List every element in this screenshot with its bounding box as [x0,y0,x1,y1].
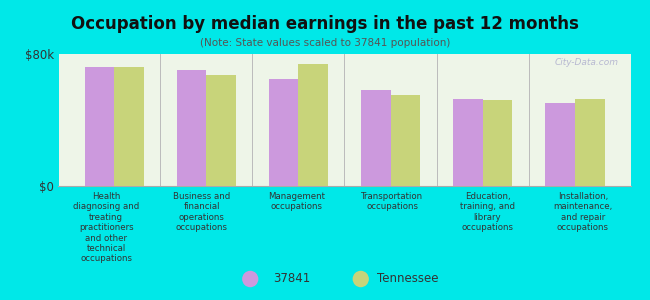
Ellipse shape [242,271,259,287]
Bar [453,98,483,186]
Text: Transportation
occupations: Transportation occupations [361,192,423,212]
Text: (Note: State values scaled to 37841 population): (Note: State values scaled to 37841 popu… [200,38,450,47]
Bar [575,98,604,186]
Text: Education,
training, and
library
occupations: Education, training, and library occupat… [460,192,515,232]
Bar [361,90,391,186]
Bar [84,67,114,186]
Bar [545,103,575,186]
Bar [269,79,298,186]
Text: Management
occupations: Management occupations [268,192,326,212]
Text: Installation,
maintenance,
and repair
occupations: Installation, maintenance, and repair oc… [553,192,612,232]
Text: Health
diagnosing and
treating
practitioners
and other
technical
occupations: Health diagnosing and treating practitio… [73,192,139,263]
Text: Occupation by median earnings in the past 12 months: Occupation by median earnings in the pas… [71,15,579,33]
Bar [298,64,328,186]
Bar [391,95,420,186]
Text: 37841: 37841 [273,272,310,286]
Bar [114,67,144,186]
Bar [177,70,206,186]
Text: City-Data.com: City-Data.com [555,58,619,67]
Bar [483,100,512,186]
Text: Business and
financial
operations
occupations: Business and financial operations occupa… [173,192,230,232]
Text: Tennessee: Tennessee [377,272,439,286]
Bar [206,75,236,186]
Ellipse shape [352,271,369,287]
